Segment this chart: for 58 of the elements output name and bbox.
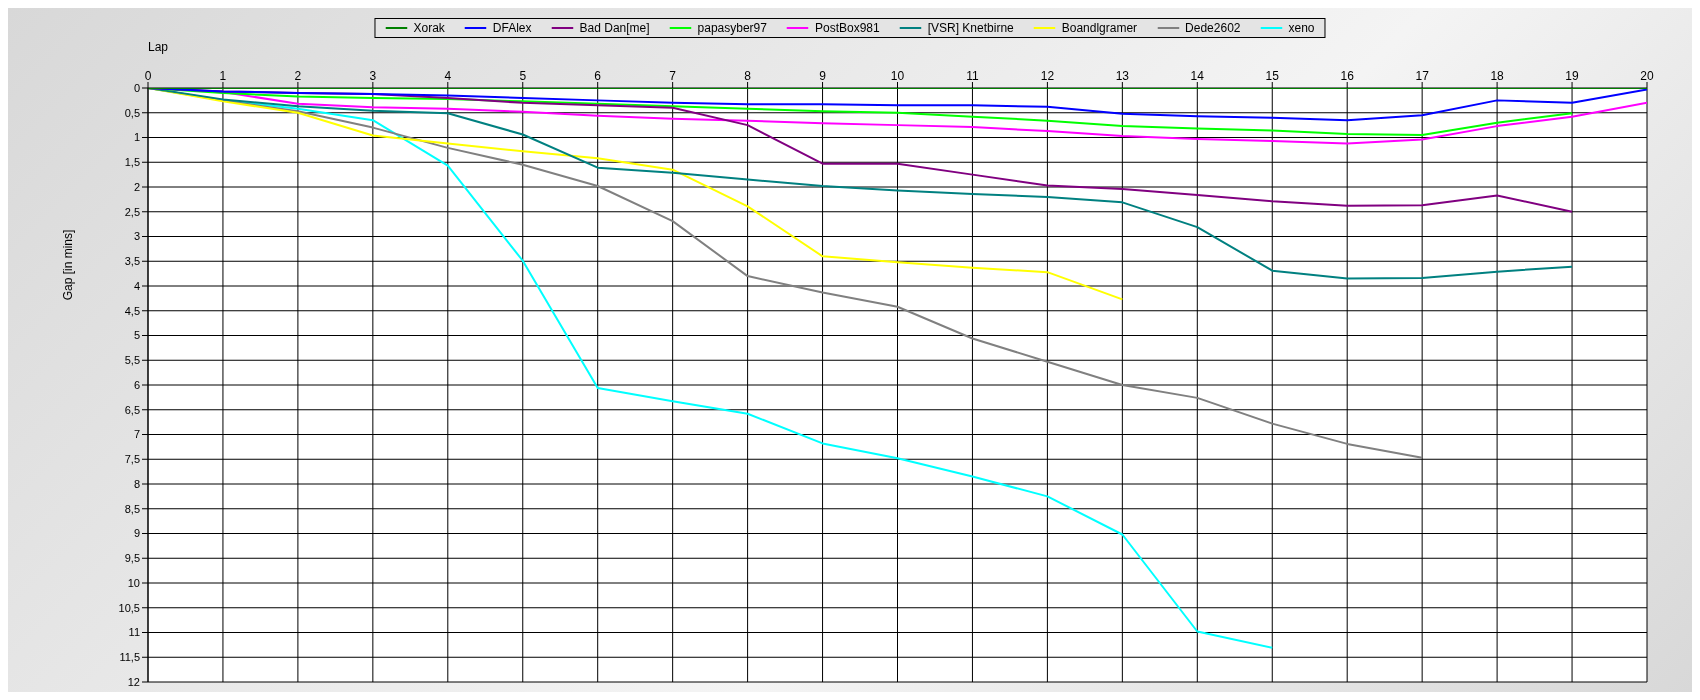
y-tick-label: 1 [133,131,140,144]
x-tick-label: 12 [1040,69,1055,83]
y-tick-label: 2,5 [124,205,140,218]
y-tick-label: 11,5 [119,651,140,664]
y-tick-label: 0,5 [124,106,140,119]
y-tick-label: 3,5 [124,255,140,268]
x-tick-label: 17 [1415,69,1430,83]
line-series [148,88,1574,280]
y-tick-label: 3 [133,230,140,243]
x-tick-label: 4 [444,69,452,83]
x-tick-label: 16 [1340,69,1355,83]
legend-label: Xorak [413,21,445,35]
x-tick-label: 6 [594,69,602,83]
x-tick-label: 8 [744,69,752,83]
legend-label: Dede2602 [1185,21,1241,35]
y-tick-label: 7 [133,428,140,441]
legend-label: PostBox981 [814,21,880,35]
y-tick-label: 4,5 [124,304,140,317]
y-axis-title: Gap [in mins] [61,228,75,303]
y-tick-label: 8 [133,477,140,490]
y-tick-label: 7,5 [124,453,140,466]
legend-label: Bad Dan[me] [579,21,650,35]
x-tick-label: 7 [669,69,677,83]
x-tick-label: 13 [1115,69,1130,83]
y-tick-label: 11 [128,626,140,639]
y-tick-label: 9 [133,527,140,540]
x-axis-title: Lap [148,39,169,54]
legend-label: papasyber97 [697,21,767,35]
x-tick-label: 9 [819,69,827,83]
y-tick-label: 10,5 [118,601,140,614]
x-tick-label: 10 [890,69,905,83]
x-tick-label: 11 [966,69,979,83]
x-tick-label: 2 [294,69,302,83]
y-tick-label: 8,5 [124,502,140,515]
y-tick-label: 1,5 [124,156,140,169]
y-tick-label: 0 [133,81,140,94]
y-tick-label: 6,5 [124,403,140,416]
x-tick-label: 18 [1490,69,1505,83]
y-tick-label: 4 [133,279,140,292]
y-tick-label: 2 [133,180,140,193]
x-tick-label: 19 [1565,69,1580,83]
y-tick-label: 10 [127,576,140,589]
y-tick-label: 12 [127,675,140,688]
x-tick-label: 3 [369,69,377,83]
legend-label: Boandlgramer [1061,21,1138,35]
legend-label: [VSR] Knetbirne [927,21,1014,35]
legend-label: xeno [1288,21,1315,35]
y-tick-label: 5,5 [124,354,140,367]
x-tick-label: 20 [1640,69,1654,83]
x-tick-label: 14 [1190,69,1205,83]
x-tick-label: 0 [144,69,152,83]
y-tick-label: 9,5 [124,552,140,565]
legend-label: DFAlex [492,21,532,35]
y-tick-label: 6 [133,378,140,391]
y-tick-label: 5 [133,329,140,342]
x-tick-label: 5 [519,69,527,83]
x-tick-label: 15 [1265,69,1280,83]
x-tick-label: 1 [219,69,227,83]
